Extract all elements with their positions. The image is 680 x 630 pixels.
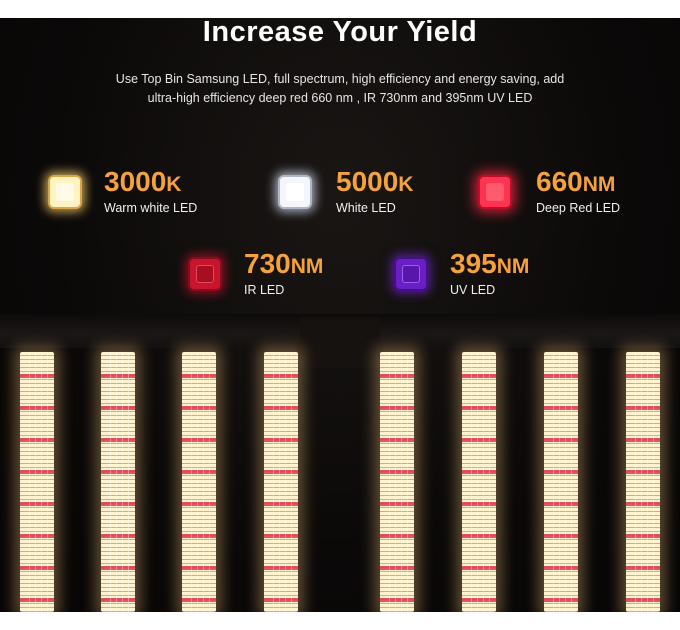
led-white: 5000K White LED [278,168,413,215]
warm-white-led-chip-icon [48,174,82,209]
led-light-strip [626,352,660,612]
led-name: UV LED [450,283,496,297]
led-unit: K [398,173,414,196]
led-value: 395 [450,248,497,279]
led-value: 730 [244,248,291,279]
led-light-strip [544,352,578,612]
led-warm-white: 3000K Warm white LED [48,168,197,215]
led-unit: K [166,173,182,196]
led-light-strip [462,352,496,612]
deep-red-led-chip-icon [478,174,512,209]
subtitle-line-1: Use Top Bin Samsung LED, full spectrum, … [115,72,565,86]
led-name: Warm white LED [104,201,198,215]
led-light-strip [380,352,414,612]
led-light-strip [20,352,54,612]
led-name: White LED [336,201,396,215]
subtitle-line-2: ultra-high efficiency deep red 660 nm , … [147,91,533,105]
fixture-driver-mount [300,318,380,368]
led-name: Deep Red LED [536,201,621,215]
led-ir: 730NM IR LED [188,250,323,297]
led-deep-red: 660NM Deep Red LED [478,168,620,215]
led-light-strip [264,352,298,612]
led-unit: NM [496,255,530,278]
led-unit: NM [290,255,324,278]
led-light-strip [101,352,135,612]
led-uv: 395NM UV LED [394,250,529,297]
banner-title: Increase Your Yield [202,18,478,48]
white-led-chip-icon [278,174,312,209]
yield-banner: Increase Your Yield Use Top Bin Samsung … [0,18,680,612]
banner-subtitle: Use Top Bin Samsung LED, full spectrum, … [80,70,600,108]
led-unit: NM [582,173,616,196]
led-light-strip [182,352,216,612]
led-value: 660 [536,166,583,197]
uv-led-chip-icon [394,256,428,291]
ir-led-chip-icon [188,256,222,291]
led-value: 3000 [104,166,167,197]
led-value: 5000 [336,166,399,197]
led-name: IR LED [244,283,285,297]
